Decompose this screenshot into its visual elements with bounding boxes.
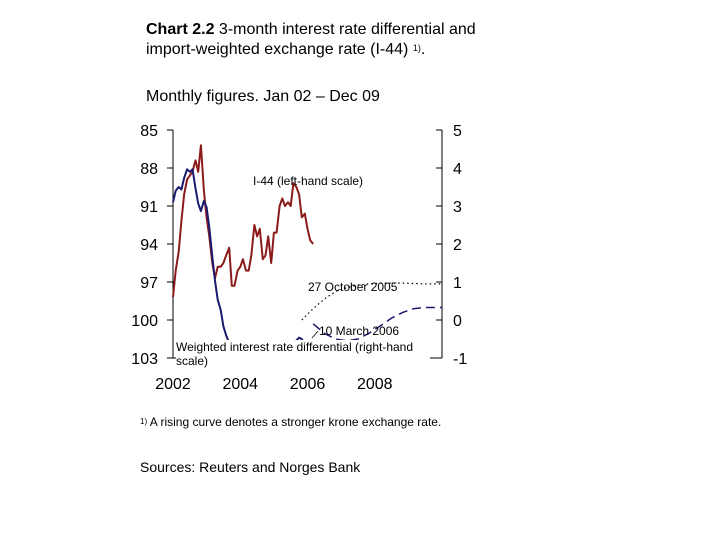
x-tick-label: 2008: [357, 376, 393, 393]
left-tick-label: 88: [140, 161, 158, 178]
annotation-i44: I-44 (left-hand scale): [253, 174, 363, 188]
x-tick-label: 2002: [155, 376, 191, 393]
chart-number: Chart 2.2: [146, 21, 215, 38]
chart-axes: [172, 130, 443, 359]
right-tick-label: 5: [453, 123, 462, 140]
annotation-mar-2006-pointer: [311, 330, 319, 339]
series-line-1: [172, 144, 314, 298]
series-line-4: [301, 282, 442, 321]
annotation-oct-2005: 27 October 2005: [308, 280, 398, 294]
footnote-text: A rising curve denotes a stronger krone …: [149, 415, 442, 429]
left-tick-label: 94: [140, 237, 158, 254]
left-tick-label: 85: [140, 123, 158, 140]
chart-title-text: 3-month interest rate differential and i…: [146, 21, 476, 58]
sources: Sources: Reuters and Norges Bank: [140, 459, 361, 475]
left-tick-label: 91: [140, 199, 158, 216]
x-tick-label: 2004: [222, 376, 258, 393]
right-tick-label: 1: [453, 275, 462, 292]
annotation-mar-2006: 10 March 2006: [319, 324, 399, 338]
right-axis-ticks: 5 4 3 2 1 0 -1: [436, 123, 467, 368]
left-axis-ticks: 85 88 91 94 97 100 103: [131, 123, 173, 368]
chart-subtitle: Monthly figures. Jan 02 – Dec 09: [146, 88, 380, 105]
series-line-3: [312, 306, 442, 342]
left-tick-label: 97: [140, 275, 158, 292]
left-tick-label: 100: [131, 313, 158, 330]
x-axis-ticks: 2002 2004 2006 2008: [155, 353, 393, 393]
right-tick-label: 3: [453, 199, 462, 216]
right-tick-label: 0: [453, 313, 462, 330]
right-tick-label: -1: [453, 351, 467, 368]
footnote-mark: 1): [140, 417, 148, 426]
title-footnote-ref: 1): [412, 43, 421, 53]
annotation-diff: Weighted interest rate differential (rig…: [176, 340, 430, 368]
right-tick-label: 2: [453, 237, 462, 254]
chart-title: Chart 2.2 3-month interest rate differen…: [146, 21, 476, 58]
left-tick-label: 103: [131, 351, 158, 368]
right-tick-label: 4: [453, 161, 462, 178]
footnote: 1) A rising curve denotes a stronger kro…: [140, 414, 480, 430]
x-tick-label: 2006: [290, 376, 326, 393]
annotation-diff-box: Weighted interest rate differential (rig…: [176, 340, 430, 368]
